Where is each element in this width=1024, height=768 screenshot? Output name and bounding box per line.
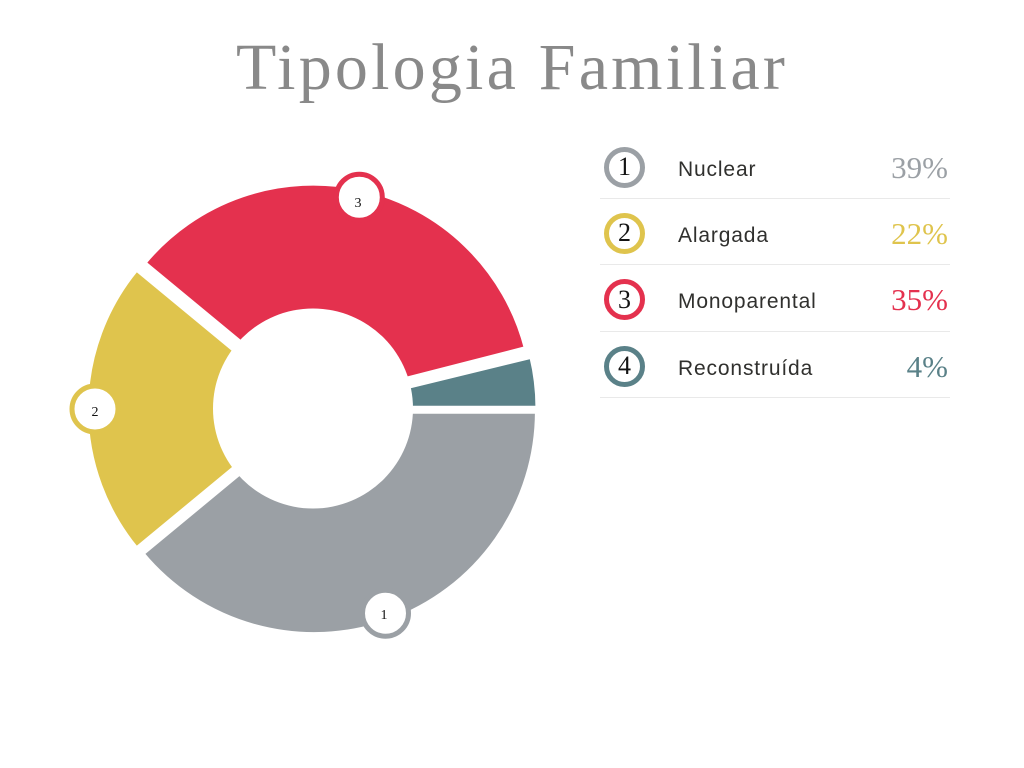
svg-text:3: 3 [355, 196, 362, 211]
svg-text:1: 1 [381, 608, 388, 623]
svg-text:2: 2 [92, 405, 99, 420]
